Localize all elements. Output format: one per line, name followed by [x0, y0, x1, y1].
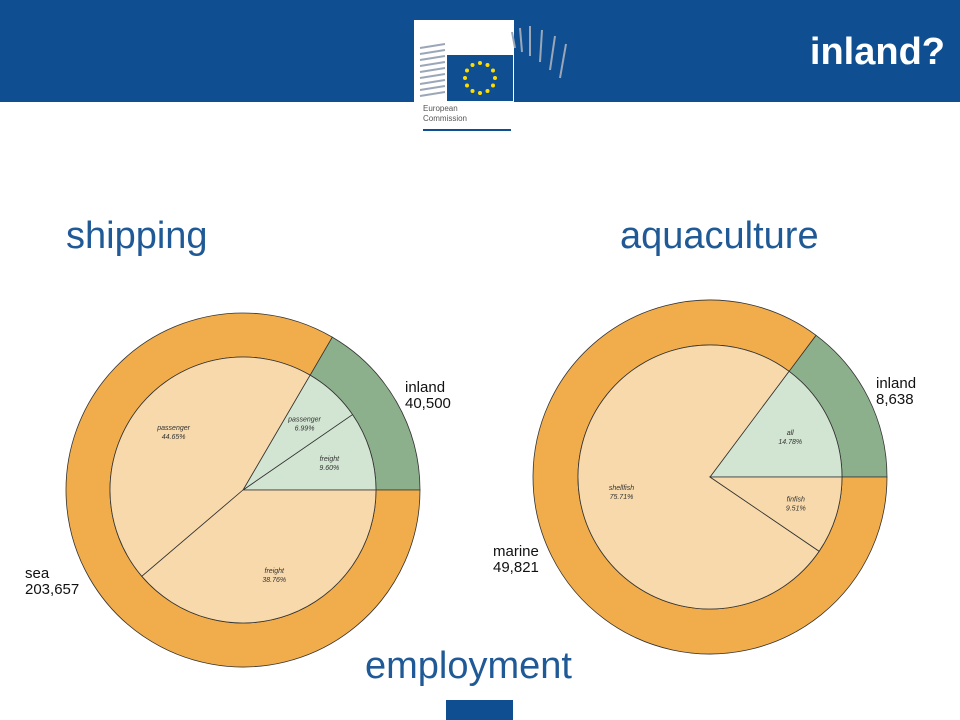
star [485, 63, 490, 68]
inner-segment [109, 356, 311, 577]
footer-label: employment [365, 645, 572, 687]
inner-value: 14.78% [778, 439, 802, 446]
outer-value: 8,638 [876, 391, 914, 408]
logo-text: Commission [423, 114, 467, 123]
star [478, 61, 482, 65]
outer-label: marine [493, 543, 539, 560]
outer-value: 203,657 [25, 581, 79, 598]
inner-segment [577, 344, 820, 610]
inner-label: all [787, 430, 794, 437]
inner-label: passenger [287, 417, 321, 424]
inner-label: passenger [156, 425, 190, 432]
logo-building [419, 26, 567, 97]
star [493, 76, 497, 80]
inner-label: freight [320, 456, 341, 463]
outer-label: inland [876, 375, 916, 392]
inner-segment [708, 476, 843, 552]
inner-value: 6.99% [295, 426, 315, 433]
inner-value: 44.65% [162, 434, 186, 441]
inner-segment [709, 370, 843, 478]
inner-segment [241, 413, 377, 491]
chart-title: shipping [66, 215, 208, 257]
logo: European Commission [414, 20, 567, 134]
logo-text: European [423, 104, 458, 113]
inner-label: finfish [787, 496, 805, 503]
inner-value: 9.51% [786, 505, 806, 512]
outer-value: 49,821 [493, 559, 539, 576]
eu-stars [463, 61, 497, 95]
outer-label: inland [405, 379, 445, 396]
star [465, 68, 470, 73]
star [490, 83, 495, 88]
chart-title: aquaculture [620, 215, 819, 257]
inner-label: freight [265, 568, 286, 575]
star [478, 91, 482, 95]
inner-segment [141, 489, 377, 624]
header-title: inland? [810, 31, 945, 73]
outer-label: sea [25, 565, 50, 582]
inner-value: 38.76% [262, 577, 286, 584]
star [463, 76, 467, 80]
inner-label: shellfish [609, 485, 634, 492]
star [470, 88, 475, 93]
star [470, 63, 475, 68]
star [485, 88, 490, 93]
star [490, 68, 495, 73]
footer-block [446, 700, 513, 720]
inner-value: 75.71% [610, 494, 634, 501]
inner-value: 9.60% [319, 465, 339, 472]
star [465, 83, 470, 88]
outer-value: 40,500 [405, 395, 451, 412]
